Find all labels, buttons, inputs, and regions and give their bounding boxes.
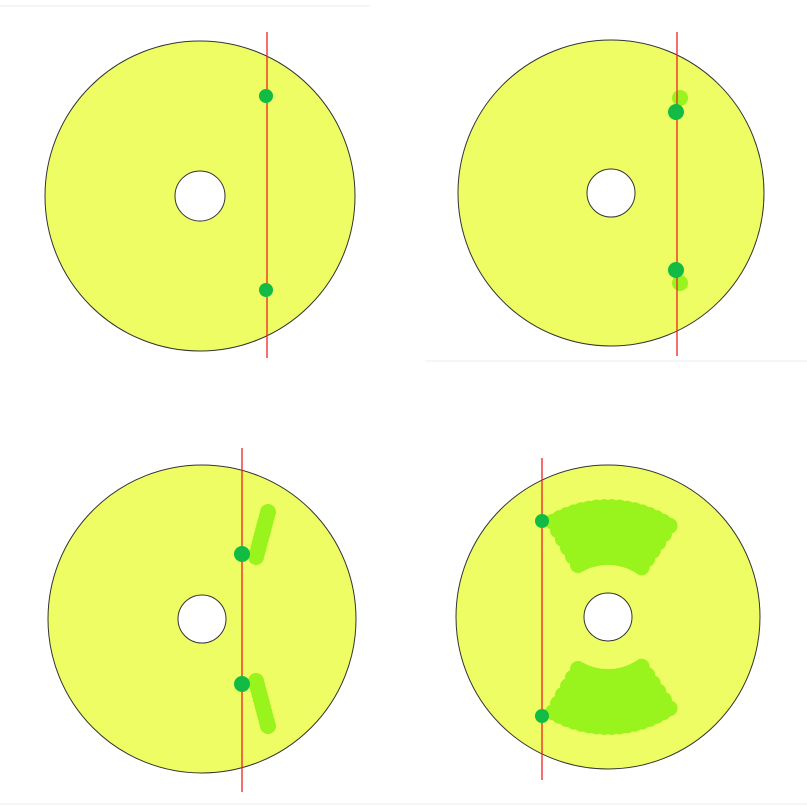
trace-blob xyxy=(672,90,688,106)
center-hole xyxy=(177,594,227,644)
contact-point-top xyxy=(234,546,250,562)
trace-band-top xyxy=(545,499,678,576)
trace-blob xyxy=(545,704,561,721)
trace-blob xyxy=(661,517,678,534)
center-hole xyxy=(583,592,633,642)
panel-2 xyxy=(457,32,765,356)
trace-streak-top xyxy=(248,504,276,565)
center-hole xyxy=(586,168,636,218)
contact-point-bottom xyxy=(535,709,549,723)
trace-blob xyxy=(248,549,264,565)
panel-4 xyxy=(455,458,761,780)
center-hole xyxy=(174,170,226,222)
contact-point-bottom xyxy=(259,283,273,297)
trace-blob xyxy=(672,275,688,291)
panel-3 xyxy=(47,448,357,792)
contact-point-top xyxy=(668,104,684,120)
panel-1 xyxy=(44,32,356,358)
contact-point-top xyxy=(259,89,273,103)
contact-point-bottom xyxy=(234,676,250,692)
trace-band-bottom xyxy=(545,658,678,735)
contact-point-bottom xyxy=(668,262,684,278)
trace-streak-bottom xyxy=(248,673,276,734)
contact-point-top xyxy=(535,514,549,528)
trace-blob xyxy=(260,718,276,734)
